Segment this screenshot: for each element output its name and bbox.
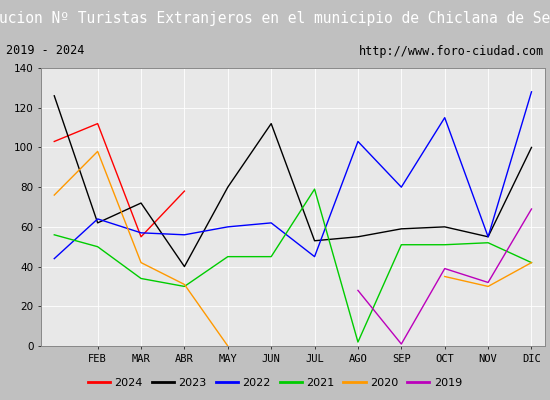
Text: 2019 - 2024: 2019 - 2024 [6, 44, 84, 58]
Text: http://www.foro-ciudad.com: http://www.foro-ciudad.com [359, 44, 544, 58]
Legend: 2024, 2023, 2022, 2021, 2020, 2019: 2024, 2023, 2022, 2021, 2020, 2019 [85, 375, 465, 391]
Text: Evolucion Nº Turistas Extranjeros en el municipio de Chiclana de Segura: Evolucion Nº Turistas Extranjeros en el … [0, 12, 550, 26]
